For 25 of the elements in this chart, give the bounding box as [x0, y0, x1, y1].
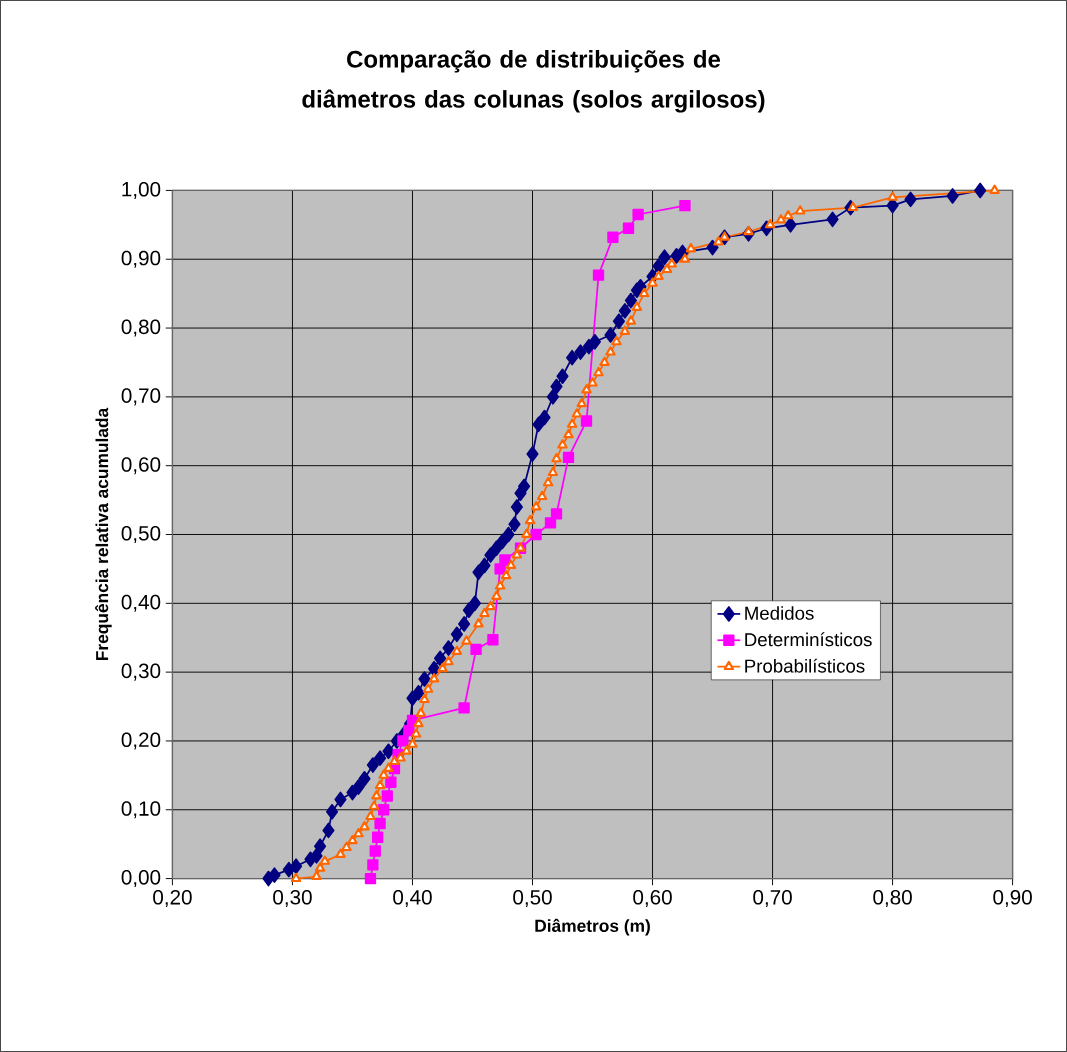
x-tick-label: 0,80 [873, 889, 912, 908]
x-tick-label: 0,70 [753, 889, 792, 908]
y-tick-label: 0,10 [121, 801, 161, 819]
y-tick-label: 0,00 [121, 870, 161, 888]
y-tick-label: 0,60 [121, 457, 161, 475]
y-tick-label: 1,00 [122, 181, 161, 199]
y-tick-label: 0,70 [121, 388, 161, 406]
x-tick-label: 0,90 [993, 889, 1032, 908]
x-tick-label: 0,20 [153, 889, 192, 908]
x-axis-title: Diâmetros (m) [535, 918, 650, 936]
y-tick-label: 0,20 [121, 732, 161, 750]
x-tick-label: 0,50 [513, 889, 552, 908]
x-tick-label: 0,40 [393, 889, 432, 908]
y-tick-label: 0,90 [121, 250, 161, 268]
x-tick-label: 0,30 [273, 889, 312, 908]
y-tick-label: 0,30 [121, 663, 161, 681]
y-tick-label: 0,40 [121, 594, 161, 612]
y-axis-title: Frequência relativa acumulada [95, 407, 112, 661]
legend-label: Determinísticos [745, 632, 872, 647]
legend-label: Probabilísticos [745, 658, 865, 673]
legend-label: Medidos [745, 606, 814, 620]
y-tick-label: 0,50 [121, 525, 161, 544]
chart-title: Comparação de distribuições de diâmetros das colunas (solos argilosos) [302, 50, 765, 113]
y-tick-label: 0,80 [121, 319, 161, 337]
x-tick-label: 0,60 [633, 889, 672, 908]
